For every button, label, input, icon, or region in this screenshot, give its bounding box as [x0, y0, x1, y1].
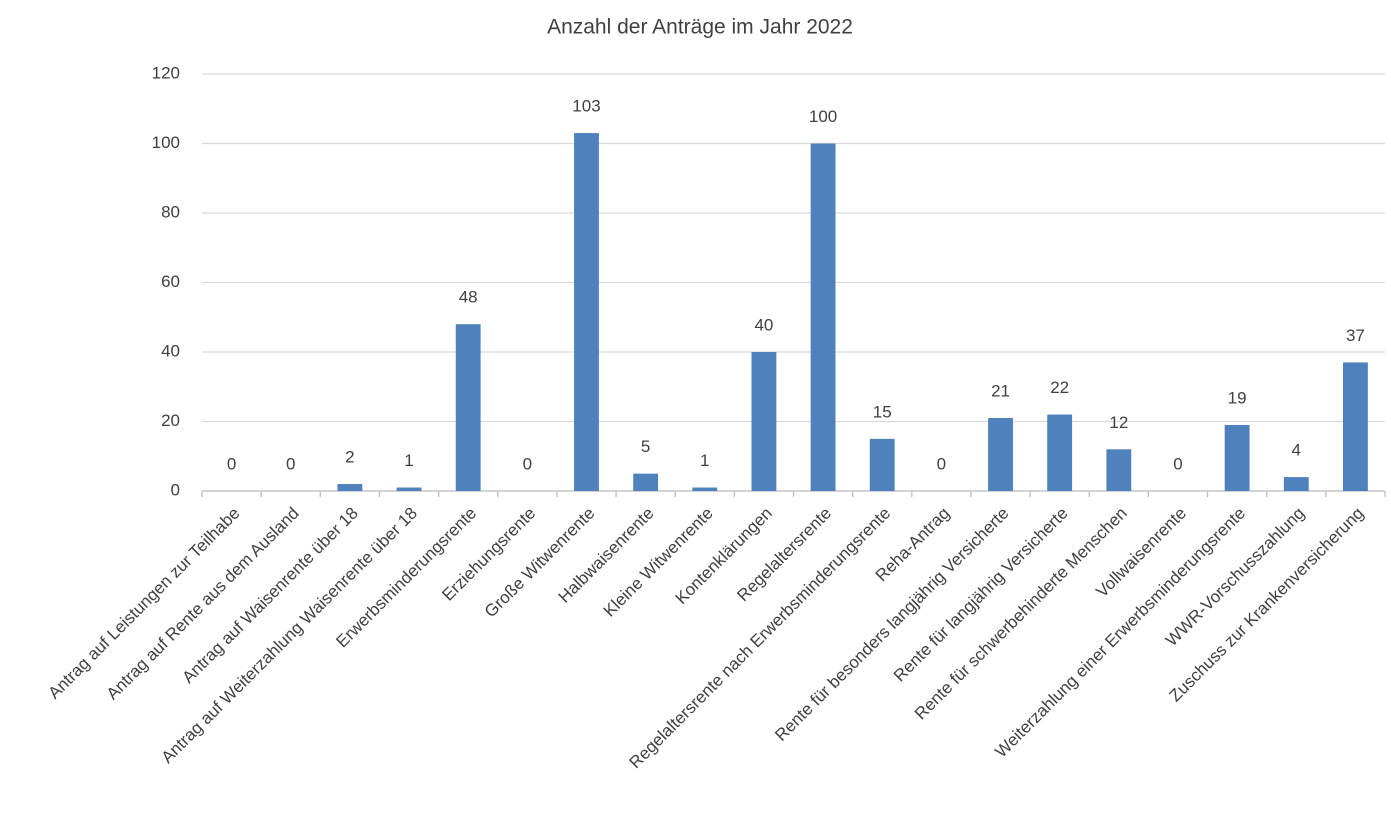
data-label: 2: [345, 448, 354, 467]
bar: [1283, 477, 1309, 491]
bar: [633, 473, 659, 491]
data-label: 0: [1173, 454, 1182, 473]
data-label: 0: [937, 454, 946, 473]
x-tick-label: Große Witwenrente: [481, 504, 599, 622]
data-label: 0: [227, 454, 236, 473]
data-label: 19: [1228, 388, 1247, 407]
bar: [1343, 362, 1368, 491]
data-label: 1: [404, 451, 413, 470]
data-label: 0: [286, 454, 295, 473]
bar: [1047, 414, 1073, 491]
y-tick-label: 20: [161, 411, 180, 430]
data-label: 15: [873, 402, 892, 421]
y-tick-label: 60: [161, 272, 180, 291]
data-label: 4: [1292, 441, 1301, 460]
data-label: 40: [754, 315, 773, 334]
chart-title: Anzahl der Anträge im Jahr 2022: [547, 16, 853, 39]
data-label: 103: [572, 97, 600, 116]
bar: [810, 143, 836, 491]
bar: [751, 352, 777, 491]
x-tick-label: Kleine Witwenrente: [600, 504, 717, 621]
bar: [1224, 424, 1250, 491]
data-label: 1: [700, 451, 709, 470]
bar: [574, 133, 599, 491]
y-tick-label: 0: [171, 480, 180, 499]
bar: [396, 487, 422, 491]
data-label: 21: [991, 382, 1010, 401]
bar: [869, 438, 895, 491]
data-label: 12: [1109, 413, 1128, 432]
bar: [692, 487, 718, 491]
bar: [337, 484, 363, 491]
data-label: 0: [523, 454, 532, 473]
data-label: 5: [641, 437, 650, 456]
bar: [1106, 449, 1132, 491]
y-tick-label: 40: [161, 341, 180, 360]
x-tick-label: Rente für schwerbehinderte Menschen: [911, 504, 1131, 724]
data-label: 37: [1346, 326, 1365, 345]
y-tick-label: 120: [152, 63, 180, 82]
data-label: 48: [459, 288, 478, 307]
y-tick-label: 100: [152, 133, 180, 152]
data-label: 100: [809, 107, 837, 126]
data-label: 22: [1050, 378, 1069, 397]
y-tick-label: 80: [161, 202, 180, 221]
bar: [455, 324, 481, 491]
bar: [988, 418, 1013, 491]
